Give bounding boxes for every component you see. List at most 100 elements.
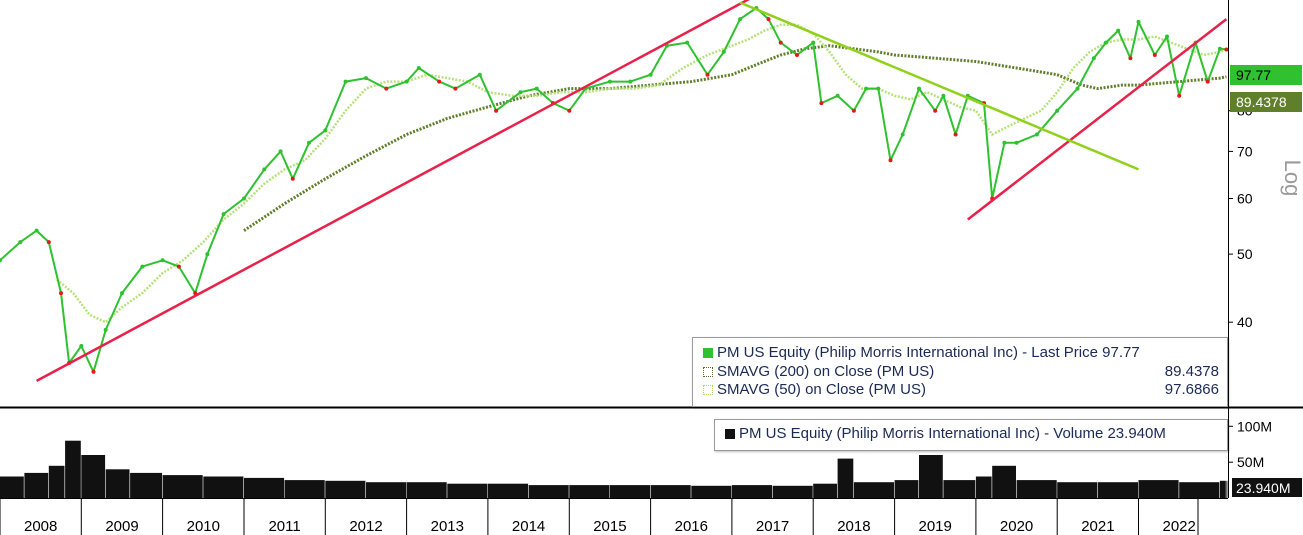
volume-bar bbox=[1219, 480, 1226, 498]
price-axis: 4050607080 bbox=[1228, 103, 1253, 330]
volume-axis: 100M 50M bbox=[1228, 418, 1272, 470]
last-volume-tag bbox=[1232, 478, 1302, 497]
price-point bbox=[290, 176, 295, 181]
price-swatch-icon bbox=[703, 348, 713, 358]
price-panel bbox=[0, 0, 1229, 383]
year-label: 2022 bbox=[1163, 518, 1196, 535]
price-tick-label: 50 bbox=[1237, 246, 1253, 262]
price-point bbox=[1055, 108, 1060, 113]
volume-bar bbox=[65, 440, 81, 498]
legend-sma200-value: 89.4378 bbox=[1164, 363, 1219, 380]
price-point bbox=[1136, 19, 1141, 24]
volume-bar bbox=[406, 482, 447, 498]
legend-sma200-label: SMAVG (200) on Close (PM US) bbox=[717, 363, 935, 380]
price-point bbox=[1224, 47, 1229, 52]
volume-bar bbox=[569, 485, 610, 498]
price-point bbox=[307, 140, 311, 145]
price-point bbox=[343, 79, 348, 84]
price-point bbox=[176, 264, 181, 269]
last-volume-tag-text: 23.940M bbox=[1236, 480, 1290, 496]
volume-bar bbox=[48, 465, 65, 499]
price-point bbox=[18, 240, 23, 245]
price-point bbox=[766, 17, 771, 22]
price-point bbox=[1177, 93, 1182, 98]
volume-bar bbox=[105, 469, 130, 498]
price-point bbox=[705, 72, 710, 77]
price-point bbox=[628, 79, 633, 84]
volume-tick-label: 50M bbox=[1237, 454, 1264, 470]
legend-volume-label: PM US Equity (Philip Morris Internationa… bbox=[739, 425, 1166, 442]
price-point bbox=[567, 108, 572, 113]
price-point bbox=[819, 101, 824, 106]
volume-bar bbox=[366, 482, 407, 498]
price-point bbox=[607, 79, 612, 84]
volume-bar bbox=[992, 465, 1016, 499]
price-point bbox=[1002, 140, 1007, 145]
price-point bbox=[864, 86, 869, 91]
price-point bbox=[685, 40, 690, 45]
year-label: 2013 bbox=[431, 518, 464, 535]
year-label: 2010 bbox=[187, 518, 220, 535]
price-point bbox=[518, 90, 523, 95]
price-point bbox=[477, 72, 482, 77]
price-tick-label: 70 bbox=[1237, 143, 1253, 159]
volume-bar bbox=[837, 458, 854, 498]
price-point bbox=[364, 76, 368, 81]
volume-bar bbox=[1138, 480, 1179, 498]
legend-sma50-value: 97.6866 bbox=[1164, 381, 1219, 398]
price-point bbox=[1152, 53, 1157, 57]
volume-bar bbox=[0, 476, 24, 498]
sma200-swatch-icon bbox=[703, 367, 713, 377]
legend-sma200-row: SMAVG (200) on Close (PM US) 89.4378 bbox=[703, 363, 1219, 381]
price-point bbox=[384, 86, 389, 91]
volume-bar bbox=[609, 485, 650, 498]
legend-price-label: PM US Equity (Philip Morris Internationa… bbox=[717, 344, 1140, 361]
volume-bar bbox=[447, 483, 488, 498]
volume-bar bbox=[487, 483, 528, 498]
volume-bar bbox=[772, 485, 813, 498]
price-point bbox=[453, 86, 458, 91]
price-point bbox=[534, 86, 539, 91]
volume-bar bbox=[244, 477, 285, 498]
price-point bbox=[888, 158, 893, 163]
price-point bbox=[876, 86, 881, 91]
price-point bbox=[1034, 132, 1039, 137]
volume-bar bbox=[813, 483, 837, 498]
price-tick-label: 60 bbox=[1237, 191, 1253, 207]
volume-bar bbox=[691, 485, 732, 498]
volume-bar bbox=[528, 485, 569, 498]
price-point bbox=[416, 66, 421, 70]
trendline-support-2009 bbox=[36, 0, 750, 383]
price-point bbox=[205, 252, 210, 257]
volume-bar bbox=[650, 485, 691, 498]
price-point bbox=[795, 53, 799, 57]
sma50-line bbox=[56, 23, 1227, 324]
year-label: 2008 bbox=[24, 518, 57, 535]
price-point bbox=[160, 258, 165, 263]
year-label: 2016 bbox=[675, 518, 708, 535]
year-label: 2009 bbox=[105, 518, 138, 535]
y-axis-scale-label: Log bbox=[1280, 160, 1303, 197]
trendline-layer bbox=[36, 0, 1228, 383]
sma200-tag bbox=[1230, 92, 1302, 112]
legend-price-row: PM US Equity (Philip Morris Internationa… bbox=[703, 344, 1219, 362]
volume-tick-label: 100M bbox=[1237, 418, 1272, 434]
legend-sma50-label: SMAVG (50) on Close (PM US) bbox=[717, 381, 926, 398]
year-label: 2021 bbox=[1081, 518, 1114, 535]
price-point bbox=[778, 40, 783, 45]
volume-bar bbox=[24, 472, 49, 498]
volume-bar bbox=[81, 455, 106, 498]
year-label: 2020 bbox=[1000, 518, 1033, 535]
volume-bar bbox=[1057, 482, 1098, 498]
volume-bar bbox=[943, 480, 976, 498]
price-point bbox=[1075, 86, 1080, 91]
x-axis: 2008 2009 2010 2011 2012 2013 2014 2015 2016 2017… bbox=[0, 498, 1199, 535]
price-legend: PM US Equity (Philip Morris Internationa… bbox=[692, 337, 1228, 407]
price-point bbox=[103, 327, 108, 332]
volume-swatch-icon bbox=[725, 429, 735, 439]
price-point bbox=[404, 79, 409, 84]
price-point bbox=[1165, 34, 1169, 39]
price-point bbox=[120, 291, 124, 296]
price-tick-label: 40 bbox=[1237, 314, 1253, 330]
